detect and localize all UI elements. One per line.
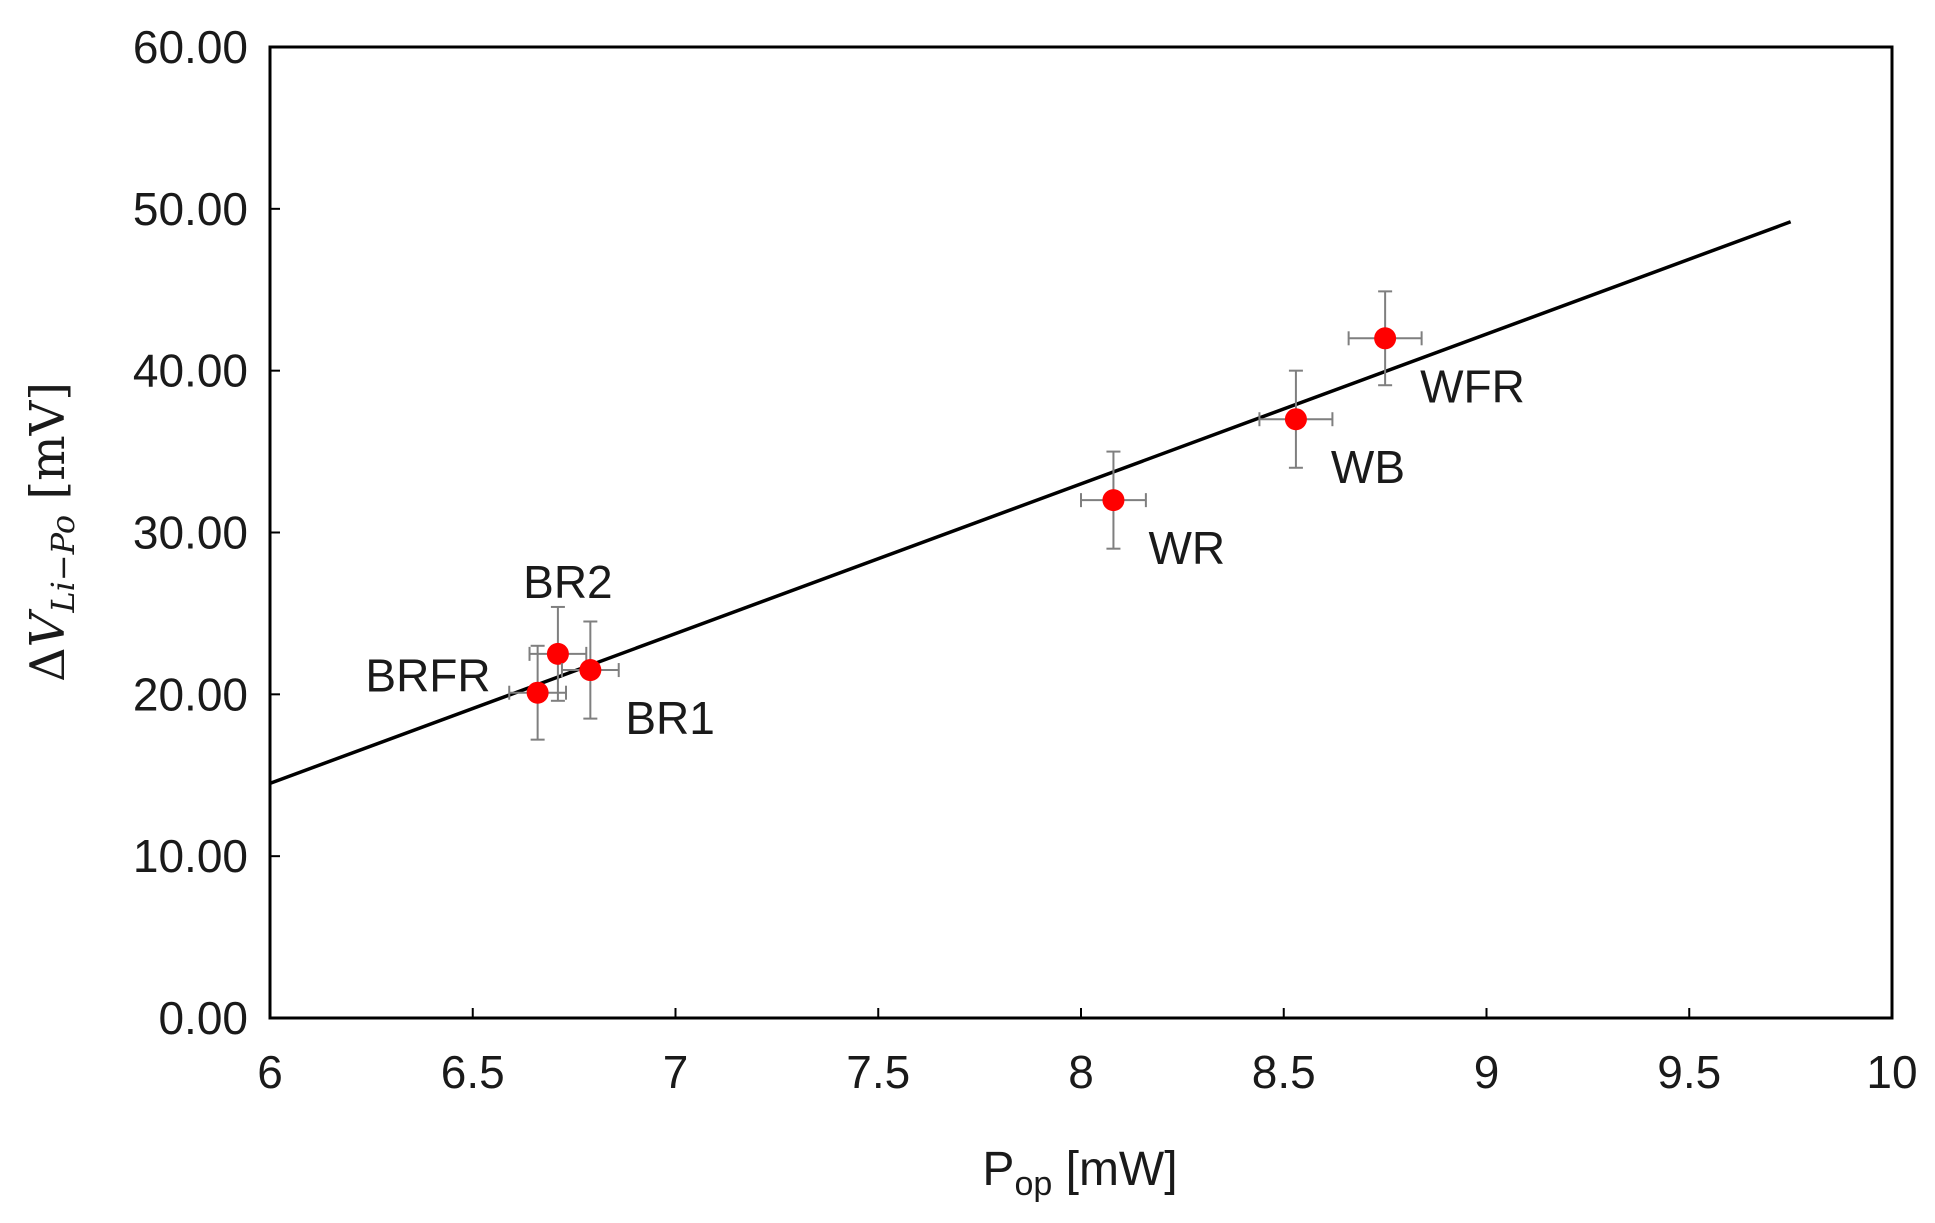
x-tick-label: 7 [663, 1046, 689, 1098]
point-label-br1: BR1 [625, 692, 714, 744]
point-label-wr: WR [1148, 522, 1225, 574]
x-axis-title-sub: op [1014, 1165, 1052, 1203]
y-tick-label: 60.00 [133, 21, 248, 73]
point-marker [579, 659, 602, 682]
data-point-br1 [560, 620, 620, 720]
x-tick-label: 10 [1866, 1046, 1917, 1098]
y-axis-title-unit: [mV] [20, 382, 76, 515]
x-axis-title: Pop [mW] [982, 1143, 1177, 1203]
y-tick-label: 50.00 [133, 183, 248, 235]
x-axis-title-unit: [mW] [1052, 1143, 1177, 1196]
x-tick-label: 8 [1068, 1046, 1094, 1098]
x-tick-label: 8.5 [1252, 1046, 1316, 1098]
point-marker [546, 642, 569, 665]
y-tick-label: 0.00 [158, 992, 248, 1044]
plot-frame [268, 45, 1894, 1020]
y-tick-label: 30.00 [133, 507, 248, 559]
data-point-br2 [528, 605, 588, 702]
y-tick-label: 20.00 [133, 668, 248, 720]
point-label-wfr: WFR [1420, 360, 1525, 412]
y-tick-label: 40.00 [133, 345, 248, 397]
y-axis-title-sub: Li−Po [44, 515, 82, 614]
y-tick-label: 10.00 [133, 830, 248, 882]
data-points [508, 290, 1423, 741]
x-axis-title-main: P [982, 1143, 1014, 1196]
point-label-wb: WB [1331, 441, 1405, 493]
data-point-wr [1080, 450, 1147, 550]
x-tick-label: 6.5 [441, 1046, 505, 1098]
point-marker [526, 681, 549, 704]
x-axis-ticks: 6 6.5 7 7.5 8 8.5 9 9.5 10 [257, 1008, 1918, 1098]
y-axis-title-var: V [20, 608, 76, 647]
point-labels: BRFR BR2 BR1 WR WB WFR [365, 360, 1524, 744]
data-point-brfr [508, 644, 568, 741]
point-marker [1374, 327, 1397, 350]
y-axis-ticks: 0.00 10.00 20.00 30.00 40.00 50.00 60.00 [133, 21, 280, 1044]
trend-line [269, 220, 1792, 785]
data-point-wb [1258, 369, 1334, 469]
point-label-brfr: BRFR [365, 650, 490, 702]
y-axis-title: ΔVLi−Po [mV] [20, 382, 82, 682]
point-label-br2: BR2 [523, 556, 612, 608]
y-axis-title-delta: Δ [20, 647, 76, 682]
x-tick-label: 9.5 [1657, 1046, 1721, 1098]
x-tick-label: 7.5 [846, 1046, 910, 1098]
x-tick-label: 9 [1474, 1046, 1500, 1098]
point-marker [1284, 408, 1307, 431]
point-marker [1102, 489, 1125, 512]
data-point-wfr [1347, 290, 1423, 387]
x-tick-label: 6 [257, 1046, 283, 1098]
